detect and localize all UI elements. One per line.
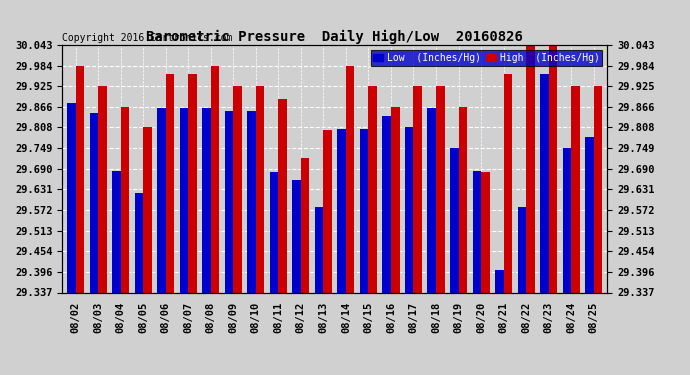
Bar: [427, 108, 436, 292]
Bar: [293, 180, 301, 292]
Bar: [179, 108, 188, 292]
Text: Copyright 2016 Cartronics.com: Copyright 2016 Cartronics.com: [62, 33, 233, 42]
Bar: [495, 270, 504, 292]
Bar: [360, 129, 368, 292]
Bar: [391, 107, 400, 292]
Bar: [112, 171, 121, 292]
Bar: [210, 66, 219, 292]
Bar: [98, 86, 107, 292]
Bar: [135, 193, 144, 292]
Bar: [270, 172, 278, 292]
Bar: [76, 66, 84, 292]
Bar: [436, 86, 444, 292]
Bar: [256, 86, 264, 292]
Bar: [473, 171, 481, 292]
Bar: [157, 108, 166, 292]
Bar: [413, 86, 422, 292]
Bar: [571, 86, 580, 292]
Bar: [593, 86, 602, 292]
Bar: [526, 45, 535, 292]
Bar: [188, 74, 197, 292]
Bar: [504, 74, 512, 292]
Bar: [368, 86, 377, 292]
Bar: [67, 103, 76, 292]
Bar: [549, 45, 558, 292]
Bar: [233, 86, 242, 292]
Bar: [166, 74, 175, 292]
Bar: [585, 137, 593, 292]
Bar: [315, 207, 324, 292]
Bar: [121, 107, 129, 292]
Bar: [459, 107, 467, 292]
Bar: [301, 158, 309, 292]
Bar: [247, 111, 256, 292]
Bar: [278, 99, 287, 292]
Bar: [324, 130, 332, 292]
Bar: [202, 108, 210, 292]
Bar: [144, 128, 152, 292]
Bar: [562, 148, 571, 292]
Bar: [450, 148, 459, 292]
Bar: [405, 128, 413, 292]
Bar: [337, 129, 346, 292]
Bar: [90, 113, 98, 292]
Bar: [346, 66, 355, 292]
Legend: Low  (Inches/Hg), High  (Inches/Hg): Low (Inches/Hg), High (Inches/Hg): [371, 50, 602, 66]
Bar: [225, 111, 233, 292]
Bar: [518, 207, 526, 292]
Bar: [382, 116, 391, 292]
Bar: [540, 74, 549, 292]
Title: Barometric Pressure  Daily High/Low  20160826: Barometric Pressure Daily High/Low 20160…: [146, 30, 523, 44]
Bar: [481, 172, 490, 292]
